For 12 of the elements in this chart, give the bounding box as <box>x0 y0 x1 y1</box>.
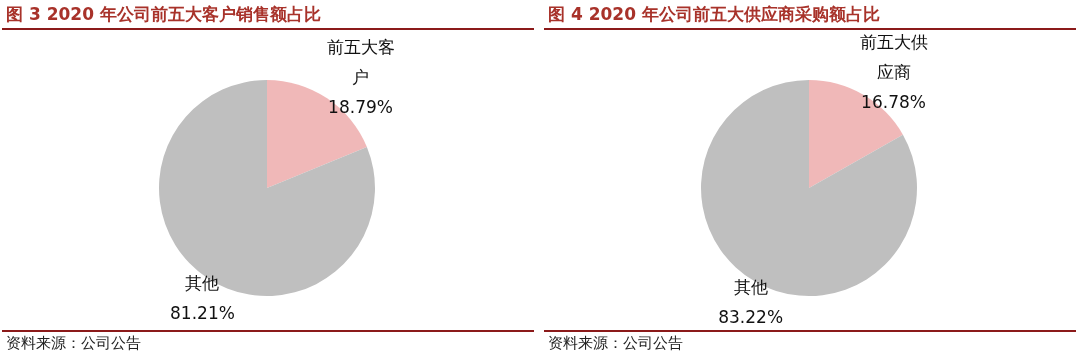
text: 资料来源：公司公告 <box>6 334 141 353</box>
chart-title: 图 3 2020 年公司前五大客户销售额占比 <box>6 3 321 26</box>
chart-title: 图 4 2020 年公司前五大供应商采购额占比 <box>548 3 880 26</box>
data-label: 16.78% <box>861 91 926 112</box>
text: 资料来源：公司公告 <box>548 334 683 353</box>
slice-label: 其他 <box>185 273 220 294</box>
data-label: 83.22% <box>718 307 784 328</box>
data-label: 18.79% <box>328 97 393 118</box>
slice-label: 前五大客户 <box>326 37 395 88</box>
data-label: 81.21% <box>170 303 235 324</box>
slice-label: 前五大供应商 <box>859 31 928 82</box>
slice-label: 其他 <box>733 277 768 298</box>
